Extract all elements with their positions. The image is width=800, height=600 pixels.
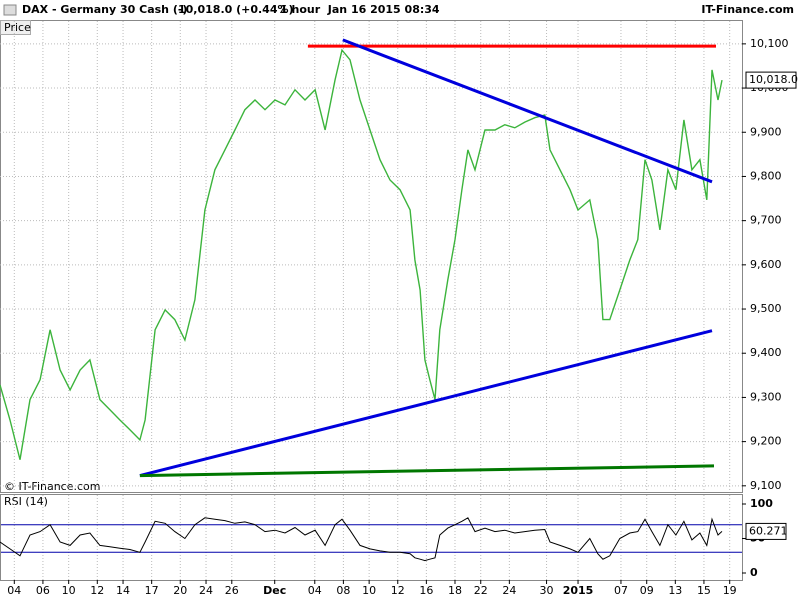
x-tick-label: 13 — [668, 584, 682, 597]
x-tick-label: 06 — [36, 584, 50, 597]
menu-icon[interactable] — [3, 4, 17, 16]
x-tick-label: 17 — [145, 584, 159, 597]
y-tick-label: 9,600 — [750, 258, 782, 271]
timeframe: 1 hour Jan 16 2015 08:34 — [280, 3, 440, 16]
y-tick-label: 100 — [750, 497, 773, 510]
x-tick-label: 10 — [362, 584, 376, 597]
y-tick-label: 9,900 — [750, 125, 782, 138]
quote: 10,018.0 (+0.44%) — [178, 3, 294, 16]
x-tick-label: Dec — [263, 584, 286, 597]
x-tick-label: 18 — [448, 584, 462, 597]
x-tick-label: 24 — [199, 584, 213, 597]
x-tick-label: 24 — [502, 584, 516, 597]
x-tick-label: 19 — [723, 584, 737, 597]
instrument: DAX - Germany 30 Cash (-) — [22, 3, 187, 16]
x-tick-label: 30 — [540, 584, 554, 597]
last-price-label: 10,018.0 — [749, 73, 798, 86]
x-tick-label: 12 — [90, 584, 104, 597]
y-tick-label: 9,300 — [750, 390, 782, 403]
y-tick-label: 0 — [750, 566, 758, 579]
trendline — [139, 329, 713, 478]
rsi-panel-label: RSI (14) — [4, 495, 48, 508]
trendline — [342, 38, 713, 184]
x-tick-label: 16 — [419, 584, 433, 597]
price-line — [0, 517, 723, 562]
y-tick-label: 10,100 — [750, 37, 789, 50]
y-tick-label: 9,500 — [750, 302, 782, 315]
x-tick-label: 22 — [474, 584, 488, 597]
x-tick-label: 10 — [62, 584, 76, 597]
panel-label-box — [0, 20, 31, 35]
x-tick-label: 2015 — [563, 584, 594, 597]
price-line — [0, 48, 723, 460]
x-tick-label: 08 — [336, 584, 350, 597]
rsi-panel — [0, 494, 743, 581]
y-tick-label: 9,100 — [750, 479, 782, 492]
x-tick-label: 09 — [640, 584, 654, 597]
x-tick-label: 20 — [173, 584, 187, 597]
x-tick-label: 04 — [7, 584, 21, 597]
last-price-flag — [745, 71, 797, 89]
x-tick-label: 14 — [116, 584, 130, 597]
y-tick-label: 9,400 — [750, 346, 782, 359]
x-tick-label: 04 — [308, 584, 322, 597]
price-panel-label: Price — [4, 21, 31, 34]
x-tick-label: 07 — [614, 584, 628, 597]
y-tick-label: 9,800 — [750, 169, 782, 182]
watermark: © IT-Finance.com — [4, 480, 101, 493]
price-panel — [0, 20, 743, 493]
source: IT-Finance.com — [701, 3, 794, 16]
y-tick-label: 9,200 — [750, 435, 782, 448]
rsi-last-flag — [745, 522, 787, 540]
x-tick-label: 26 — [225, 584, 239, 597]
y-tick-label: 9,700 — [750, 214, 782, 227]
trendline — [139, 464, 715, 478]
rsi-last-label: 60.271 — [749, 524, 788, 537]
x-tick-label: 12 — [391, 584, 405, 597]
x-tick-label: 15 — [697, 584, 711, 597]
